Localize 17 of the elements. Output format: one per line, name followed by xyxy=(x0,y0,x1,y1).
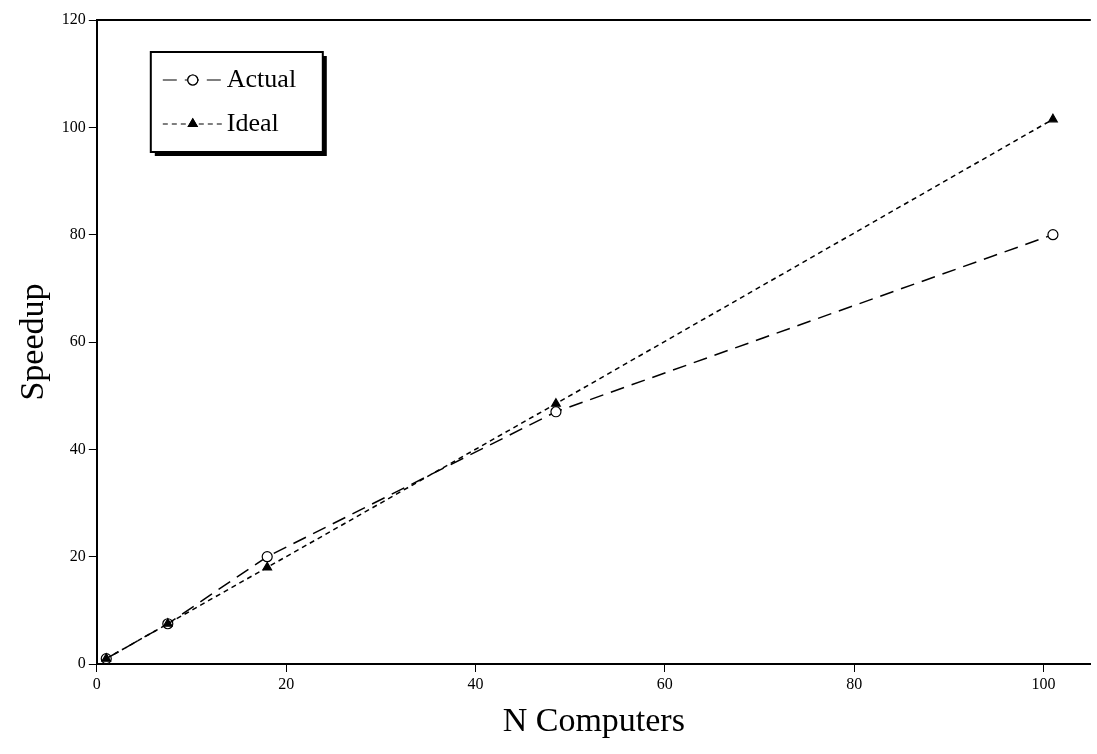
y-tick-label: 40 xyxy=(69,439,86,457)
y-tick-label: 20 xyxy=(69,546,86,564)
x-tick-label: 40 xyxy=(467,674,484,692)
x-axis-title: N Computers xyxy=(502,700,685,738)
y-tick-label: 100 xyxy=(61,117,86,135)
x-tick-label: 80 xyxy=(846,674,863,692)
x-tick-label: 100 xyxy=(1031,674,1056,692)
y-tick-label: 120 xyxy=(61,10,86,28)
legend-label: Ideal xyxy=(226,107,279,137)
y-tick-label: 60 xyxy=(69,332,86,350)
x-tick-label: 20 xyxy=(278,674,295,692)
y-tick-label: 0 xyxy=(77,654,86,672)
x-tick-label: 0 xyxy=(92,674,101,692)
x-tick-label: 60 xyxy=(656,674,673,692)
y-axis-title: Speedup xyxy=(13,283,51,401)
y-tick-label: 80 xyxy=(69,224,86,242)
legend-label: Actual xyxy=(226,63,297,93)
